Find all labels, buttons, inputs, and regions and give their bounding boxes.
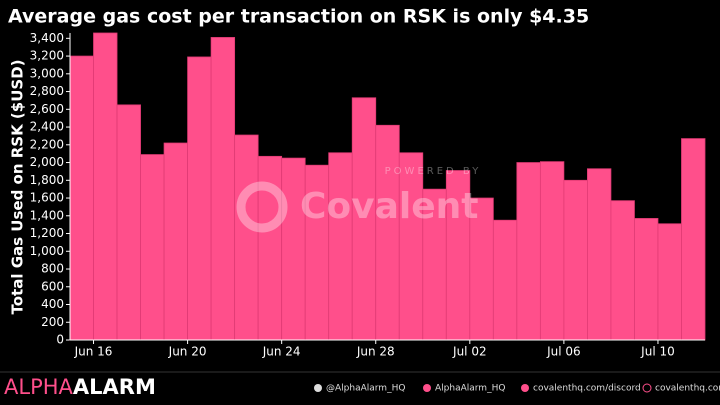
bar <box>234 134 259 341</box>
y-tick-label: 3,200 <box>30 49 64 63</box>
y-tick-label: 2,000 <box>30 155 64 169</box>
y-tick-label: 1,000 <box>30 244 64 258</box>
bar <box>163 142 188 341</box>
y-tick-label: 800 <box>41 262 64 276</box>
watermark: POWERED BY Covalent <box>236 166 482 233</box>
y-tick-label: 1,400 <box>30 208 64 222</box>
bar <box>681 138 706 341</box>
y-tick-label: 1,200 <box>30 226 64 240</box>
y-tick-label: 200 <box>41 315 64 329</box>
telegram: AlphaAlarm_HQ <box>435 384 505 394</box>
x-tick-label: Jun 16 <box>74 345 113 359</box>
x-tick-label: Jun 28 <box>356 345 395 359</box>
twitter-icon <box>314 384 322 392</box>
bar <box>116 104 141 341</box>
watermark-brand: Covalent <box>300 186 479 227</box>
y-tick-label: 1,800 <box>30 173 64 187</box>
watermark-top: POWERED BY <box>385 166 482 177</box>
twitter: @AlphaAlarm_HQ <box>326 384 405 394</box>
y-tick-label: 3,400 <box>30 31 64 45</box>
x-tick-label: Jul 06 <box>546 345 581 359</box>
y-tick-label: 600 <box>41 279 64 293</box>
logo-b: ALARM <box>73 375 156 399</box>
telegram-icon <box>423 384 431 392</box>
y-tick-label: 2,200 <box>30 137 64 151</box>
bar <box>375 124 400 341</box>
bar <box>492 219 518 341</box>
x-tick-label: Jul 10 <box>640 345 675 359</box>
discord: covalenthq.com/discord <box>533 384 641 394</box>
chart-title: Average gas cost per transaction on RSK … <box>8 6 589 28</box>
bar <box>210 37 236 341</box>
x-tick-label: Jun 20 <box>168 345 207 359</box>
bar <box>140 154 165 341</box>
bar <box>328 152 353 341</box>
bar <box>69 55 94 341</box>
logo: ALPHAALARM <box>4 375 156 399</box>
y-tick-label: 0 <box>56 333 64 347</box>
x-tick-label: Jun 24 <box>262 345 301 359</box>
y-tick-label: 400 <box>41 297 64 311</box>
bar <box>610 200 635 341</box>
x-tick-label: Jul 02 <box>452 345 487 359</box>
y-tick-label: 2,600 <box>30 102 64 116</box>
bar <box>657 223 682 341</box>
watermark-icon <box>236 181 288 233</box>
bar <box>398 152 424 341</box>
bar <box>634 218 659 341</box>
y-tick-label: 3,000 <box>30 66 64 80</box>
y-tick-label: 2,800 <box>30 84 64 98</box>
web-icon <box>642 383 652 393</box>
bar <box>539 161 565 341</box>
bar <box>563 179 588 341</box>
y-tick-label: 2,400 <box>30 120 64 134</box>
bar <box>516 162 541 341</box>
y-tick-label: 1,600 <box>30 191 64 205</box>
bar <box>587 168 612 341</box>
bar <box>93 32 118 341</box>
web: covalenthq.com <box>655 384 720 394</box>
logo-a: ALPHA <box>4 375 74 399</box>
bar <box>187 56 212 341</box>
y-axis-label: Total Gas Used on RSK ($USD) <box>9 59 27 314</box>
discord-icon <box>521 384 529 392</box>
